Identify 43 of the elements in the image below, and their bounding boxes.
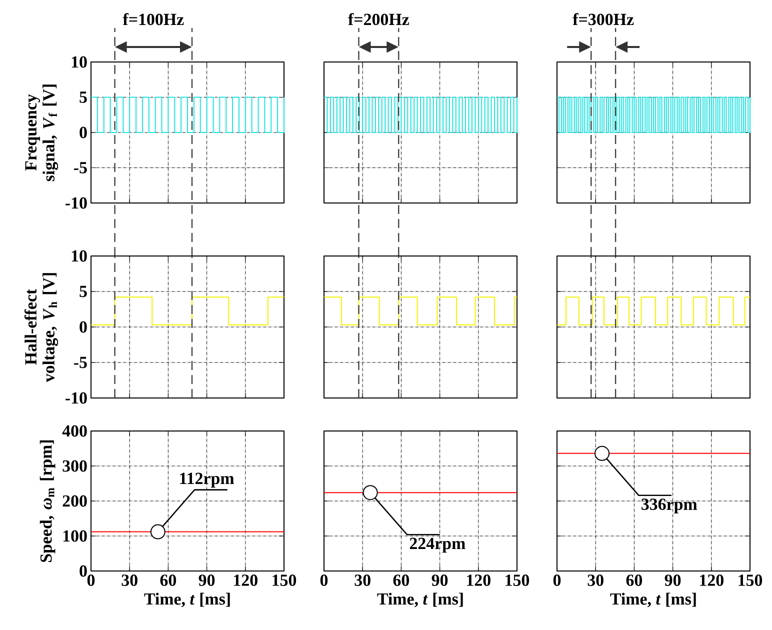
annotation: 112rpm — [180, 472, 234, 488]
x-tick-label: 60 — [393, 574, 410, 586]
y-tick-label: 5 — [80, 92, 87, 103]
y-tick-label: 100 — [63, 530, 87, 542]
y-tick-label: 10 — [72, 250, 87, 262]
y-tick-label: 0 — [80, 126, 87, 138]
chart-title: f=300Hz — [572, 13, 634, 26]
y-tick-label: 10 — [72, 56, 87, 68]
x-axis-title: Time, t [ms] — [144, 592, 230, 608]
x-tick-label: 90 — [198, 574, 215, 586]
x-tick-label: 150 — [738, 574, 762, 586]
y-tick-label: 200 — [62, 495, 87, 507]
x-tick-label: 30 — [122, 574, 138, 586]
annotation: 224rpm — [410, 538, 466, 553]
x-tick-label: 120 — [234, 574, 258, 586]
y-tick-label: -5 — [74, 356, 87, 368]
x-tick-label: 0 — [320, 574, 328, 586]
y-tick-label: -5 — [74, 162, 87, 174]
x-tick-label: 60 — [160, 574, 176, 586]
x-tick-label: 120 — [467, 574, 490, 586]
x-tick-label: 0 — [553, 574, 561, 586]
x-tick-label: 60 — [626, 574, 642, 586]
x-tick-label: 90 — [664, 574, 681, 586]
y-tick-label: 5 — [80, 286, 87, 298]
x-tick-label: 150 — [272, 574, 296, 586]
x-tick-label: 90 — [432, 574, 448, 586]
x-axis-title: Time, t [ms] — [610, 592, 696, 608]
y-tick-label: 0 — [80, 321, 87, 333]
annotation: 336rpm — [642, 498, 698, 514]
y-tick-label: 0 — [80, 565, 87, 577]
x-axis-title: Time, t [ms] — [377, 592, 463, 608]
chart-title: f=200Hz — [348, 13, 410, 26]
x-tick-label: 30 — [354, 574, 370, 586]
y-tick-label: -10 — [66, 197, 87, 209]
y-tick-label: 400 — [62, 425, 87, 437]
x-tick-label: 30 — [588, 574, 604, 586]
x-tick-label: 120 — [700, 574, 724, 586]
y-tick-label: 300 — [62, 460, 87, 472]
y-axis-title: Speed, ω$_{m}$ [rpm] — [40, 440, 56, 562]
y-tick-label: -10 — [66, 392, 87, 404]
x-tick-label: 0 — [87, 574, 95, 586]
chart-title: f=100Hz — [122, 13, 184, 26]
x-tick-label: 150 — [506, 574, 530, 586]
